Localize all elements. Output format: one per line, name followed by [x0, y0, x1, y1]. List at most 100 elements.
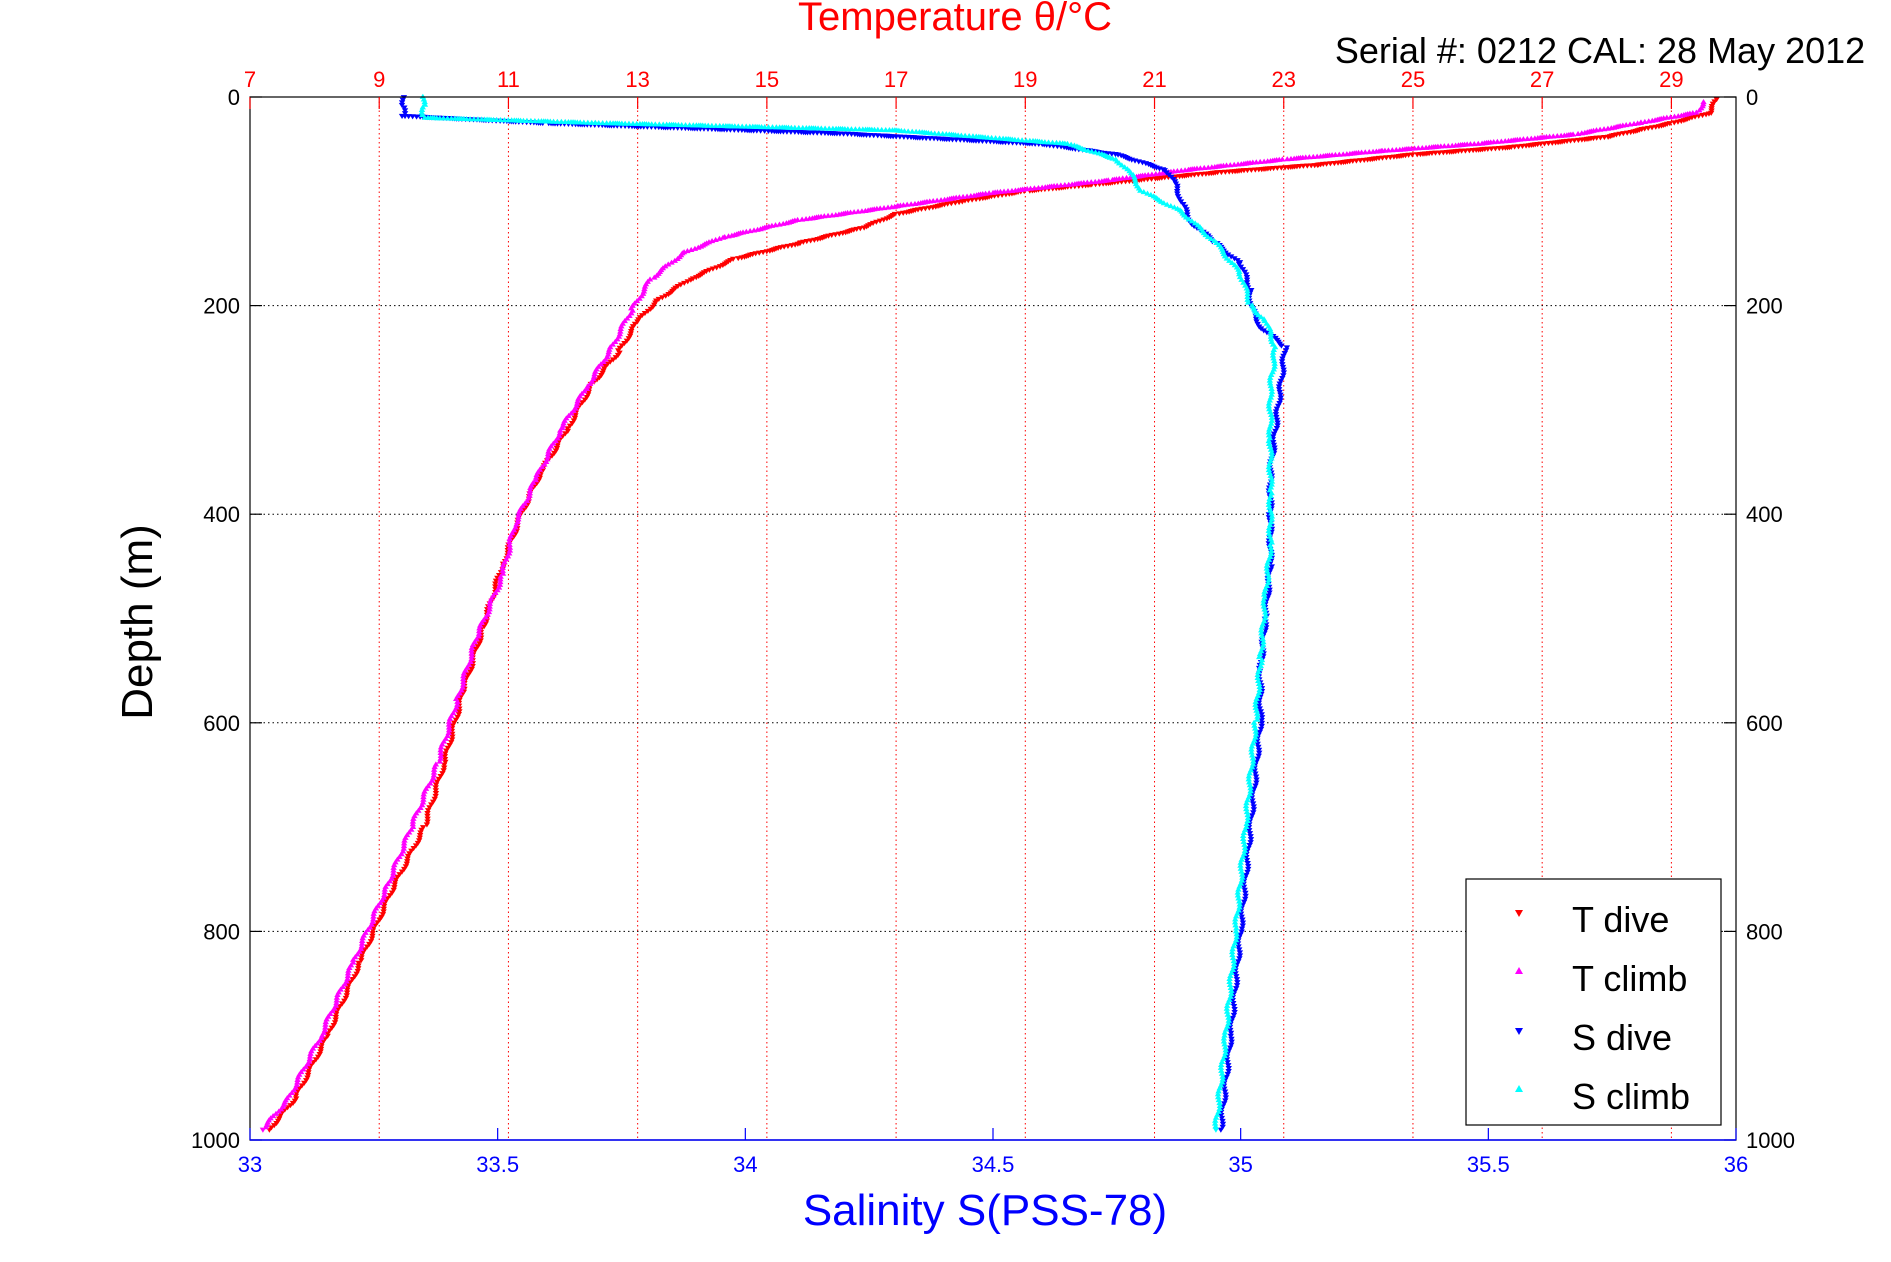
data-point [1267, 550, 1275, 557]
data-point [1244, 291, 1251, 297]
data-point [1255, 668, 1262, 675]
serial-cal-label: Serial #: 0212 CAL: 28 May 2012 [1335, 30, 1865, 71]
data-point [410, 846, 417, 852]
data-point [1254, 710, 1261, 716]
data-point [1268, 455, 1275, 461]
data-point [390, 867, 397, 873]
data-point [370, 913, 377, 919]
data-point [1250, 719, 1258, 725]
data-point [1201, 164, 1208, 171]
data-point [1236, 956, 1243, 962]
data-point [725, 233, 732, 239]
data-point [391, 861, 398, 868]
data-point [400, 840, 408, 846]
data-point [359, 935, 366, 941]
data-point [317, 1046, 325, 1052]
data-point [1265, 527, 1272, 533]
data-point [369, 933, 376, 939]
data-point [1246, 831, 1254, 837]
data-point [358, 952, 366, 958]
data-point [1226, 981, 1234, 987]
data-point [988, 134, 995, 141]
data-point [454, 714, 461, 720]
data-point [779, 220, 787, 226]
data-point [418, 106, 426, 112]
data-point [1240, 838, 1247, 844]
data-point [515, 516, 522, 522]
data-point [533, 471, 540, 478]
data-point [306, 1055, 313, 1062]
data-point [1235, 895, 1242, 901]
data-point [1254, 713, 1261, 719]
data-point [1261, 588, 1268, 594]
data-point [1267, 336, 1275, 342]
salinity-tick-label: 34 [733, 1152, 757, 1177]
data-point [1268, 490, 1275, 496]
data-point [1236, 953, 1244, 959]
data-point [1008, 187, 1016, 193]
data-point [735, 256, 742, 262]
data-point [1258, 657, 1266, 663]
depth-tick-label-right: 1000 [1746, 1128, 1795, 1153]
data-point [381, 891, 388, 898]
data-point [644, 308, 652, 315]
data-point [1243, 272, 1250, 278]
data-point [437, 755, 444, 761]
data-point [381, 901, 388, 907]
data-point [370, 916, 377, 922]
data-point [318, 1044, 325, 1050]
data-point [566, 423, 574, 429]
data-point [1234, 892, 1242, 898]
data-point [332, 1014, 340, 1020]
data-point [448, 731, 456, 737]
data-point [545, 448, 552, 454]
data-point [1256, 158, 1264, 165]
data-point [1340, 151, 1347, 157]
data-point [497, 573, 504, 579]
data-point [682, 122, 689, 128]
data-point [1220, 1038, 1228, 1044]
data-point [1174, 191, 1181, 197]
data-point [409, 818, 417, 824]
data-point [324, 1033, 331, 1039]
data-point [437, 747, 444, 753]
data-point [323, 1016, 330, 1022]
data-point [349, 956, 357, 962]
data-point [1248, 288, 1255, 294]
data-point [1237, 911, 1245, 917]
data-point [1235, 886, 1242, 892]
data-point [1229, 998, 1236, 1004]
data-point [336, 1004, 344, 1010]
data-point [909, 128, 916, 134]
data-point [907, 201, 915, 207]
data-point [470, 116, 478, 122]
data-point [1265, 400, 1273, 406]
data-point [605, 349, 612, 355]
data-point [345, 967, 352, 973]
data-point [424, 808, 432, 814]
data-point [1265, 437, 1272, 444]
data-point [1230, 1001, 1237, 1007]
legend-marker-t-climb [1515, 967, 1523, 974]
data-point [1258, 712, 1265, 718]
data-point [1215, 1097, 1223, 1103]
data-point [1419, 144, 1426, 151]
data-point [468, 644, 476, 650]
data-point [677, 282, 684, 288]
data-point [506, 538, 513, 544]
data-point [1241, 847, 1249, 853]
data-point [1092, 149, 1099, 155]
data-point [828, 212, 836, 218]
data-point [556, 430, 564, 436]
data-point [1222, 1044, 1229, 1050]
data-point [1220, 1101, 1228, 1107]
data-point [1277, 392, 1284, 398]
data-point [445, 718, 453, 724]
data-point [449, 723, 456, 729]
data-point [1256, 729, 1263, 735]
data-point [1273, 406, 1281, 412]
data-point [401, 866, 408, 873]
data-point [1246, 770, 1253, 776]
data-point [437, 744, 445, 750]
data-point [523, 504, 530, 510]
